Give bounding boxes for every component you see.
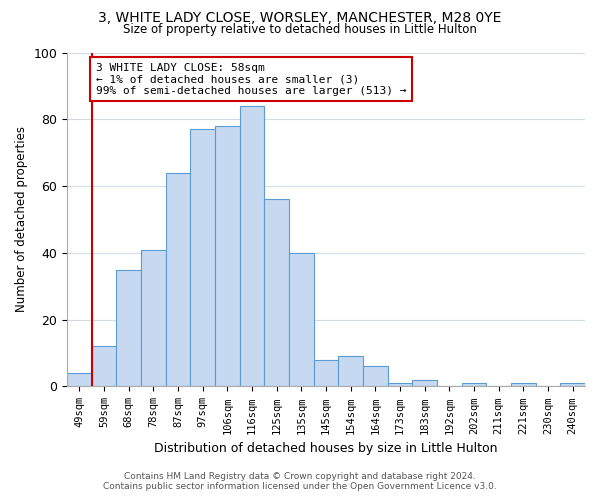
Text: 3 WHITE LADY CLOSE: 58sqm
← 1% of detached houses are smaller (3)
99% of semi-de: 3 WHITE LADY CLOSE: 58sqm ← 1% of detach…: [95, 62, 406, 96]
Bar: [116, 270, 141, 386]
X-axis label: Distribution of detached houses by size in Little Hulton: Distribution of detached houses by size …: [154, 442, 498, 455]
Bar: [215, 126, 240, 386]
Bar: [363, 366, 388, 386]
Text: 3, WHITE LADY CLOSE, WORSLEY, MANCHESTER, M28 0YE: 3, WHITE LADY CLOSE, WORSLEY, MANCHESTER…: [98, 11, 502, 25]
Bar: [166, 172, 190, 386]
Bar: [412, 380, 437, 386]
Bar: [141, 250, 166, 386]
Bar: [338, 356, 363, 386]
Bar: [92, 346, 116, 387]
Bar: [462, 383, 487, 386]
Bar: [240, 106, 265, 386]
Bar: [560, 383, 585, 386]
Bar: [388, 383, 412, 386]
Bar: [314, 360, 338, 386]
Text: Size of property relative to detached houses in Little Hulton: Size of property relative to detached ho…: [123, 22, 477, 36]
Bar: [511, 383, 536, 386]
Bar: [67, 373, 92, 386]
Bar: [265, 200, 289, 386]
Bar: [289, 253, 314, 386]
Text: Contains HM Land Registry data © Crown copyright and database right 2024.
Contai: Contains HM Land Registry data © Crown c…: [103, 472, 497, 491]
Y-axis label: Number of detached properties: Number of detached properties: [15, 126, 28, 312]
Bar: [190, 130, 215, 386]
